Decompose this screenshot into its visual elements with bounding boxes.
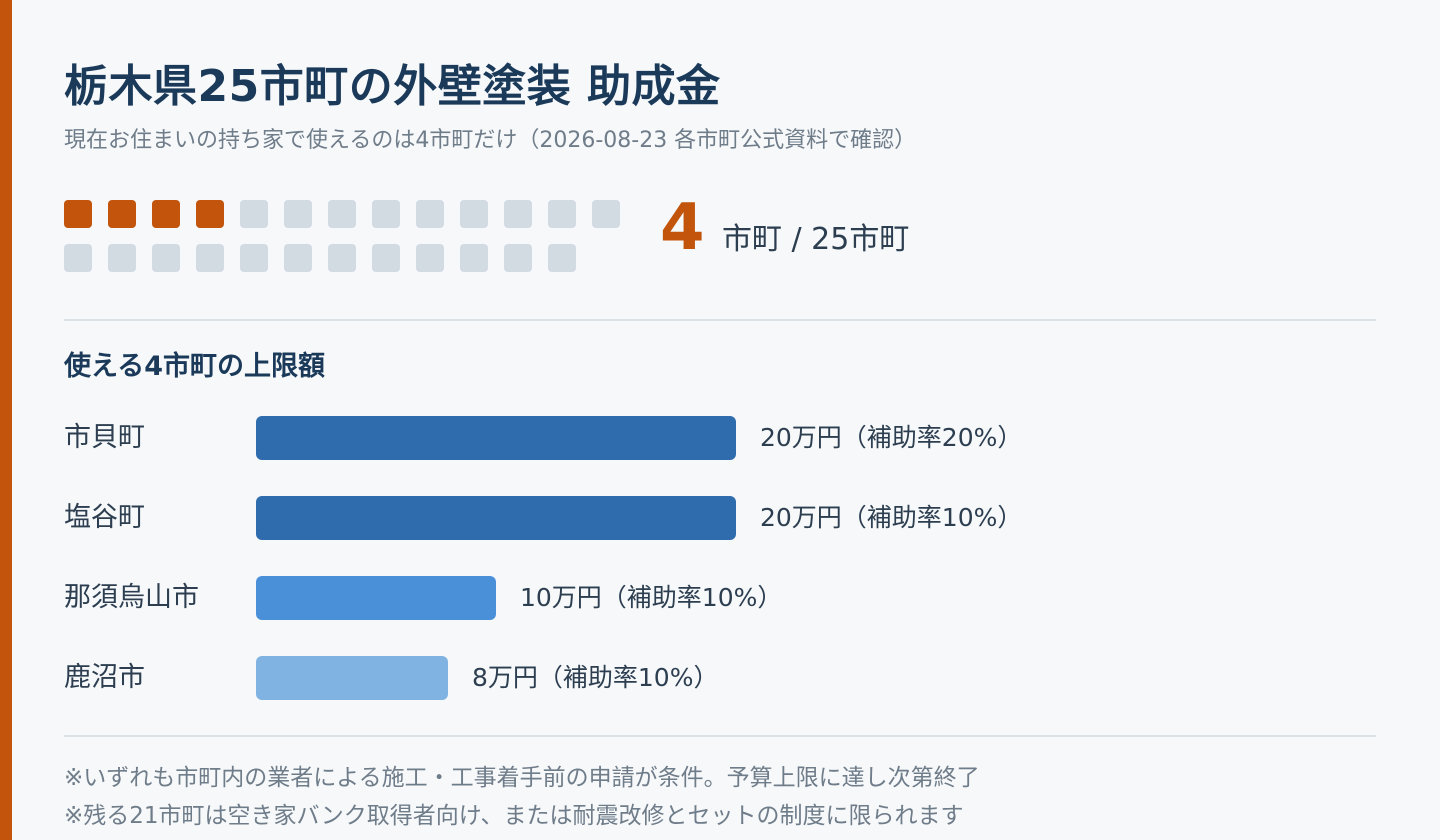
tile-ineligible <box>372 244 400 272</box>
bar-category-label: 鹿沼市 <box>64 662 145 693</box>
tile-ineligible <box>372 200 400 228</box>
page-subtitle: 現在お住まいの持ち家で使えるのは4市町だけ（2026-08-23 各市町公式資料… <box>64 128 917 153</box>
tile-ineligible <box>548 200 576 228</box>
bar-row: 塩谷町 20万円（補助率10%） <box>64 496 1376 540</box>
bar-value-label: 20万円（補助率10%） <box>760 503 1023 532</box>
tile-ineligible <box>240 200 268 228</box>
bar-row: 那須烏山市 10万円（補助率10%） <box>64 576 1376 620</box>
tile-ineligible <box>64 244 92 272</box>
bar-value-label: 20万円（補助率20%） <box>760 423 1023 452</box>
tile-ineligible <box>460 200 488 228</box>
tile-ineligible <box>504 200 532 228</box>
footnote-conditions: ※いずれも市町内の業者による施工・工事着手前の申請が条件。予算上限に達し次第終了 <box>64 765 980 791</box>
tile-ineligible <box>240 244 268 272</box>
bar <box>256 576 496 620</box>
divider-bottom <box>64 735 1376 737</box>
tile-ineligible <box>592 200 620 228</box>
bar-category-label: 塩谷町 <box>64 502 145 533</box>
bar <box>256 416 736 460</box>
footnote-other-municipalities: ※残る21市町は空き家バンク取得者向け、または耐震改修とセットの制度に限られます <box>64 803 964 829</box>
bar-row: 市貝町 20万円（補助率20%） <box>64 416 1376 460</box>
bar-category-label: 那須烏山市 <box>64 582 199 613</box>
chart-title: 使える4市町の上限額 <box>64 351 325 382</box>
bar-row: 鹿沼市 8万円（補助率10%） <box>64 656 1376 700</box>
bar <box>256 496 736 540</box>
tile-ineligible <box>152 244 180 272</box>
tile-ineligible <box>328 200 356 228</box>
tile-eligible <box>108 200 136 228</box>
bar-category-label: 市貝町 <box>64 422 145 453</box>
tile-eligible <box>196 200 224 228</box>
tile-ineligible <box>416 200 444 228</box>
accent-stripe <box>0 0 12 840</box>
bar <box>256 656 448 700</box>
tile-ineligible <box>284 244 312 272</box>
tile-ineligible <box>504 244 532 272</box>
tile-ineligible <box>108 244 136 272</box>
bar-value-label: 8万円（補助率10%） <box>472 663 719 692</box>
tile-ineligible <box>196 244 224 272</box>
municipality-tile-grid <box>64 200 624 272</box>
tile-eligible <box>64 200 92 228</box>
divider-top <box>64 319 1376 321</box>
tile-eligible <box>152 200 180 228</box>
bar-value-label: 10万円（補助率10%） <box>520 583 783 612</box>
page-title: 栃木県25市町の外壁塗装 助成金 <box>64 61 721 112</box>
tile-ineligible <box>284 200 312 228</box>
eligible-count: 4 <box>660 191 705 265</box>
tile-ineligible <box>548 244 576 272</box>
eligible-count-label: 市町 / 25市町 <box>722 222 910 257</box>
tile-ineligible <box>416 244 444 272</box>
tile-ineligible <box>460 244 488 272</box>
infographic-card: 栃木県25市町の外壁塗装 助成金 現在お住まいの持ち家で使えるのは4市町だけ（2… <box>64 0 1376 840</box>
tile-ineligible <box>328 244 356 272</box>
